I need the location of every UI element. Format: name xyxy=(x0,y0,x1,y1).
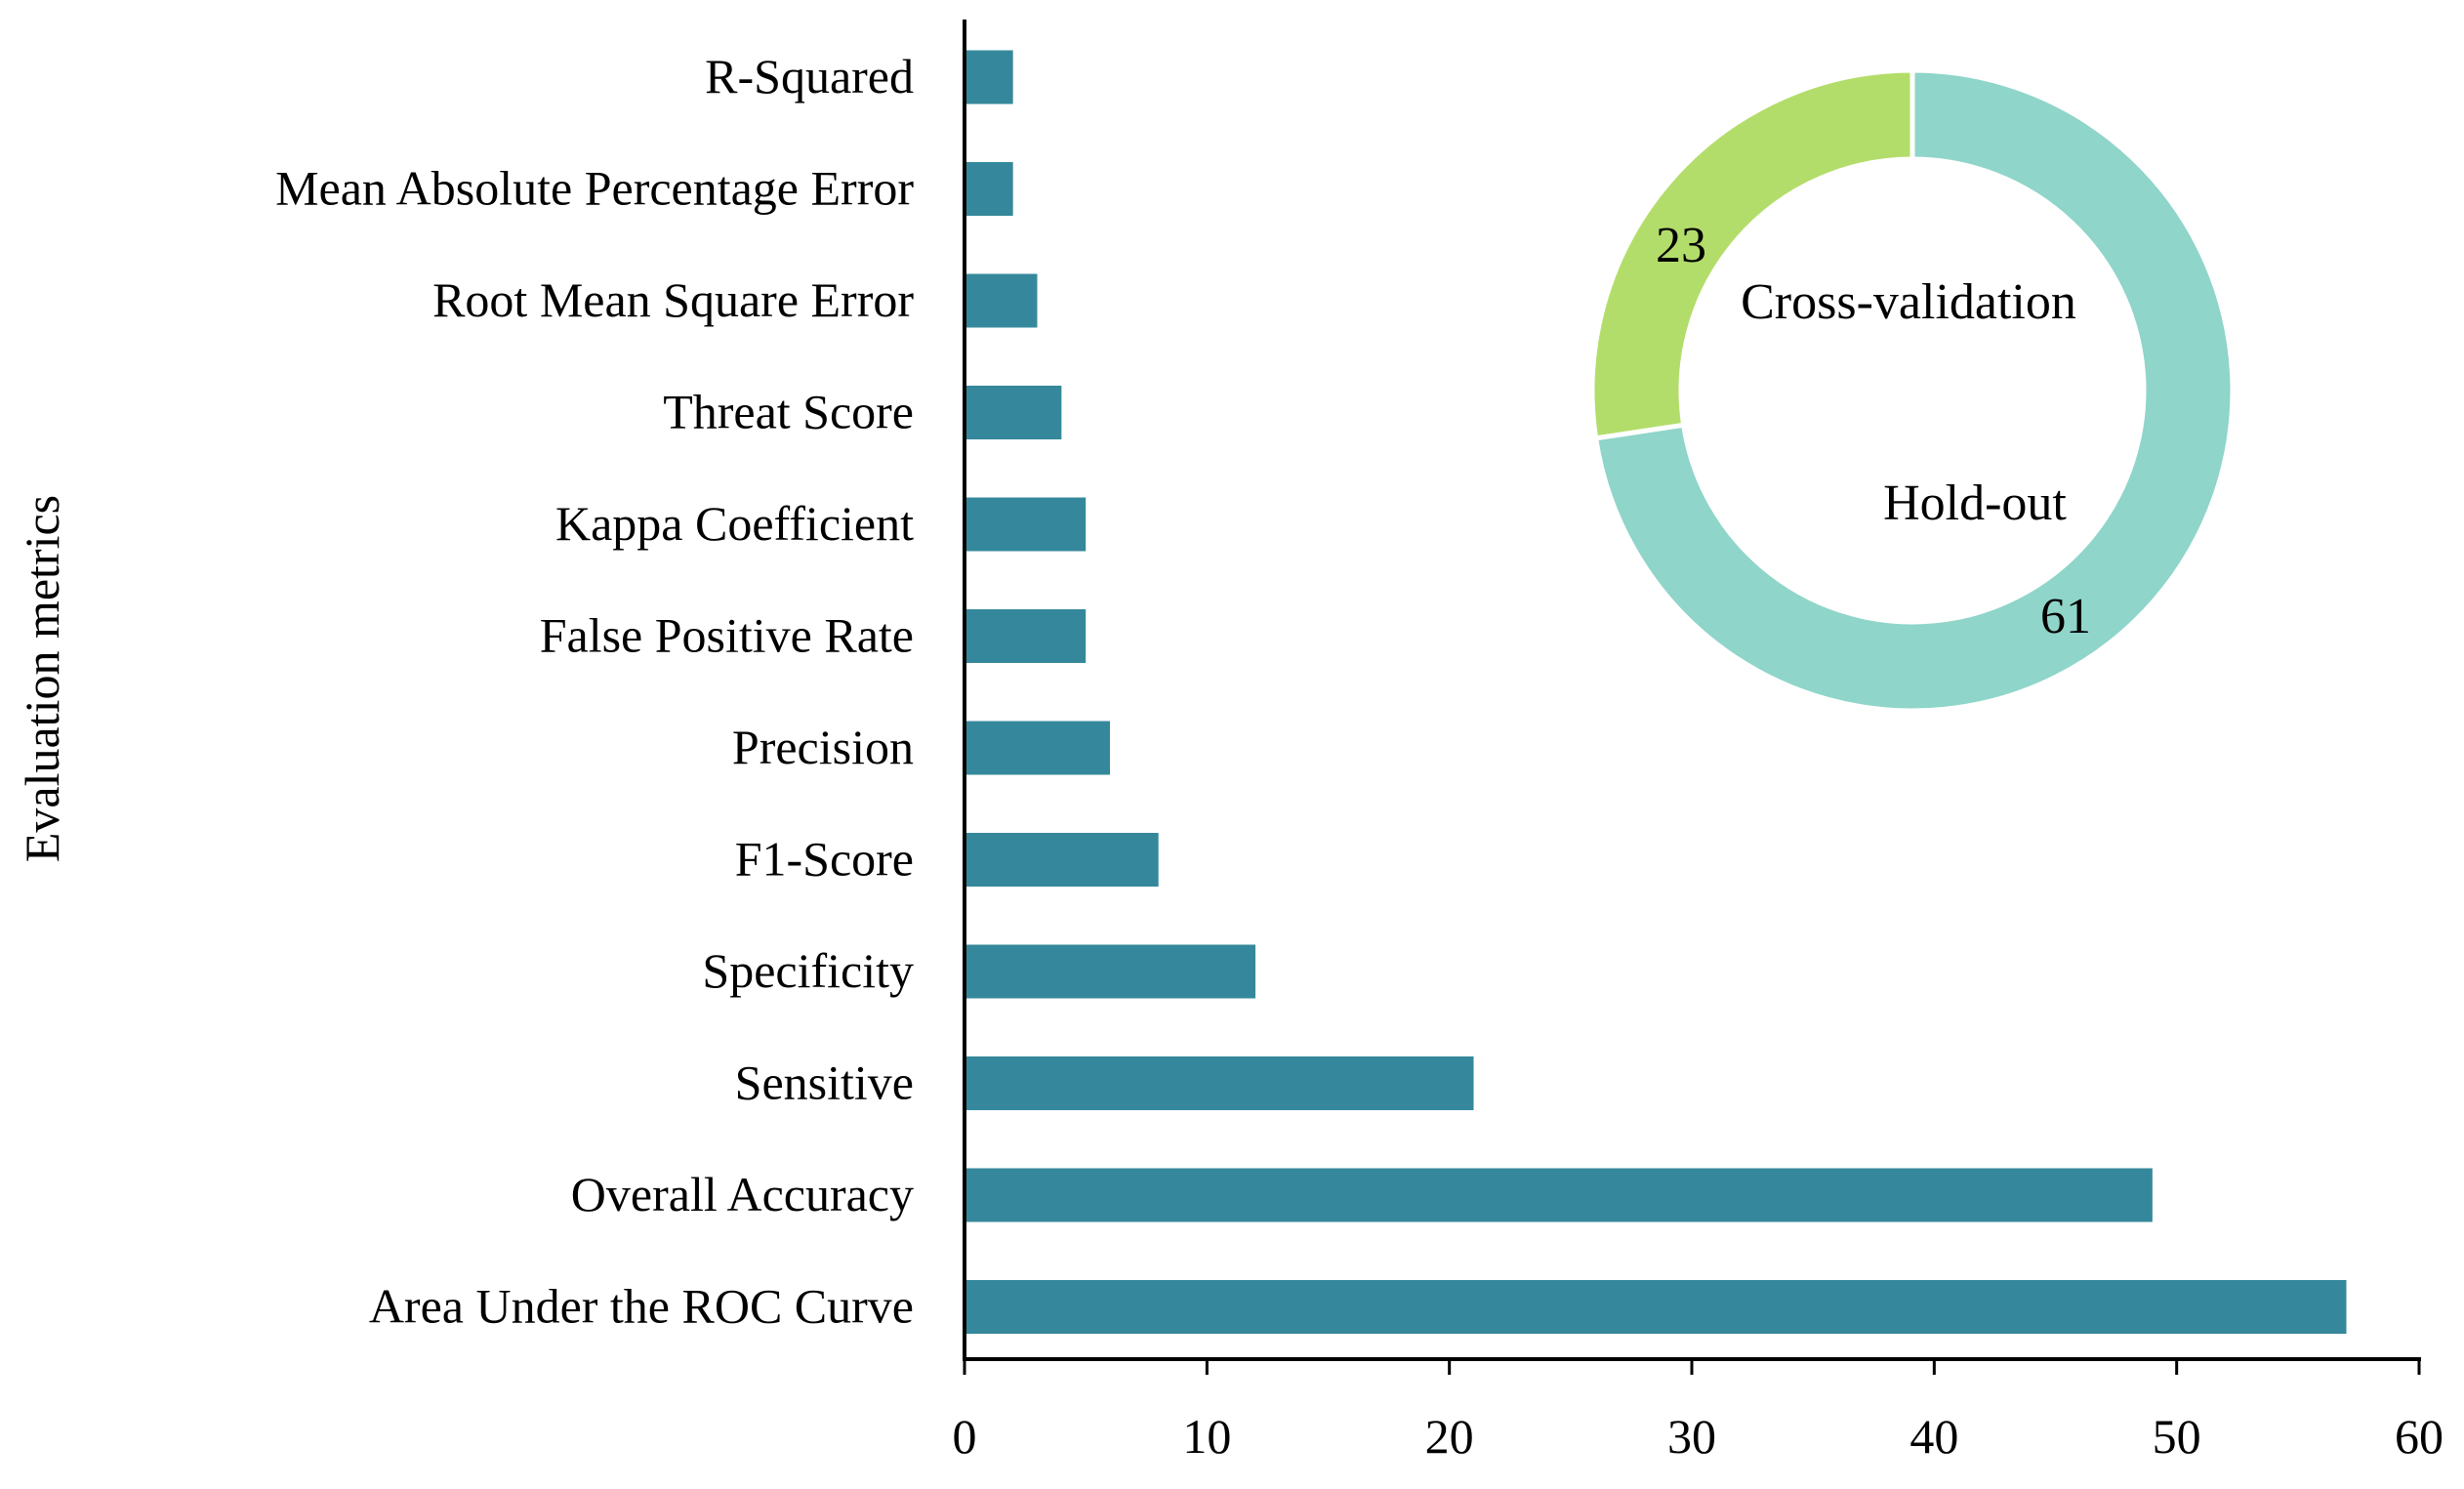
category-label: Sensitive xyxy=(735,1055,914,1110)
category-label: Kappa Coefficient xyxy=(555,496,914,551)
slice-value-label: 23 xyxy=(1656,218,1706,273)
slice-name-label: Hold-out xyxy=(1883,476,2067,531)
category-label: Threat Score xyxy=(663,385,914,439)
bar xyxy=(965,386,1062,439)
category-label: Overall Accuracy xyxy=(571,1167,914,1221)
bar xyxy=(965,1280,2347,1334)
bar xyxy=(965,50,1013,104)
x-tick-label: 60 xyxy=(2395,1409,2443,1464)
category-label: Mean Absolute Percentage Error xyxy=(275,161,914,216)
bar xyxy=(965,1056,1474,1110)
x-tick-label: 10 xyxy=(1182,1409,1231,1464)
bar xyxy=(965,609,1087,663)
x-tick-label: 20 xyxy=(1425,1409,1474,1464)
category-label: Root Mean Square Error xyxy=(432,272,914,327)
donut-chart: 23 Cross-validation 61 Hold-out xyxy=(1589,67,2236,714)
x-tick-label: 0 xyxy=(953,1409,977,1464)
bar xyxy=(965,1168,2153,1222)
slice-value-label: 61 xyxy=(2040,589,2091,644)
bars-layer xyxy=(965,50,2347,1334)
bar xyxy=(965,273,1038,328)
bar xyxy=(965,721,1110,775)
x-tick-label: 50 xyxy=(2153,1409,2201,1464)
category-labels: R-Squared Mean Absolute Percentage Error R… xyxy=(275,49,914,1334)
x-tick-labels: 0 10 20 30 40 50 60 xyxy=(953,1409,2444,1464)
category-label: R-Squared xyxy=(705,49,914,103)
category-label: Area Under the ROC Curve xyxy=(369,1279,914,1334)
category-label: F1-Score xyxy=(735,832,914,887)
donut-slice xyxy=(1589,67,1915,441)
donut-slice xyxy=(1592,67,2236,714)
category-label: False Positive Rate xyxy=(540,608,914,663)
bar xyxy=(965,162,1013,216)
bar xyxy=(965,497,1087,552)
bar xyxy=(965,944,1255,999)
axes xyxy=(963,20,2421,1375)
x-tick-label: 30 xyxy=(1667,1409,1716,1464)
category-label: Specificity xyxy=(702,943,914,998)
x-tick-label: 40 xyxy=(1910,1409,1958,1464)
slice-name-label: Cross-validation xyxy=(1741,274,2076,330)
y-axis-title: Evaluation metrics xyxy=(15,495,69,862)
category-label: Precision xyxy=(732,720,914,774)
bar xyxy=(965,833,1159,887)
